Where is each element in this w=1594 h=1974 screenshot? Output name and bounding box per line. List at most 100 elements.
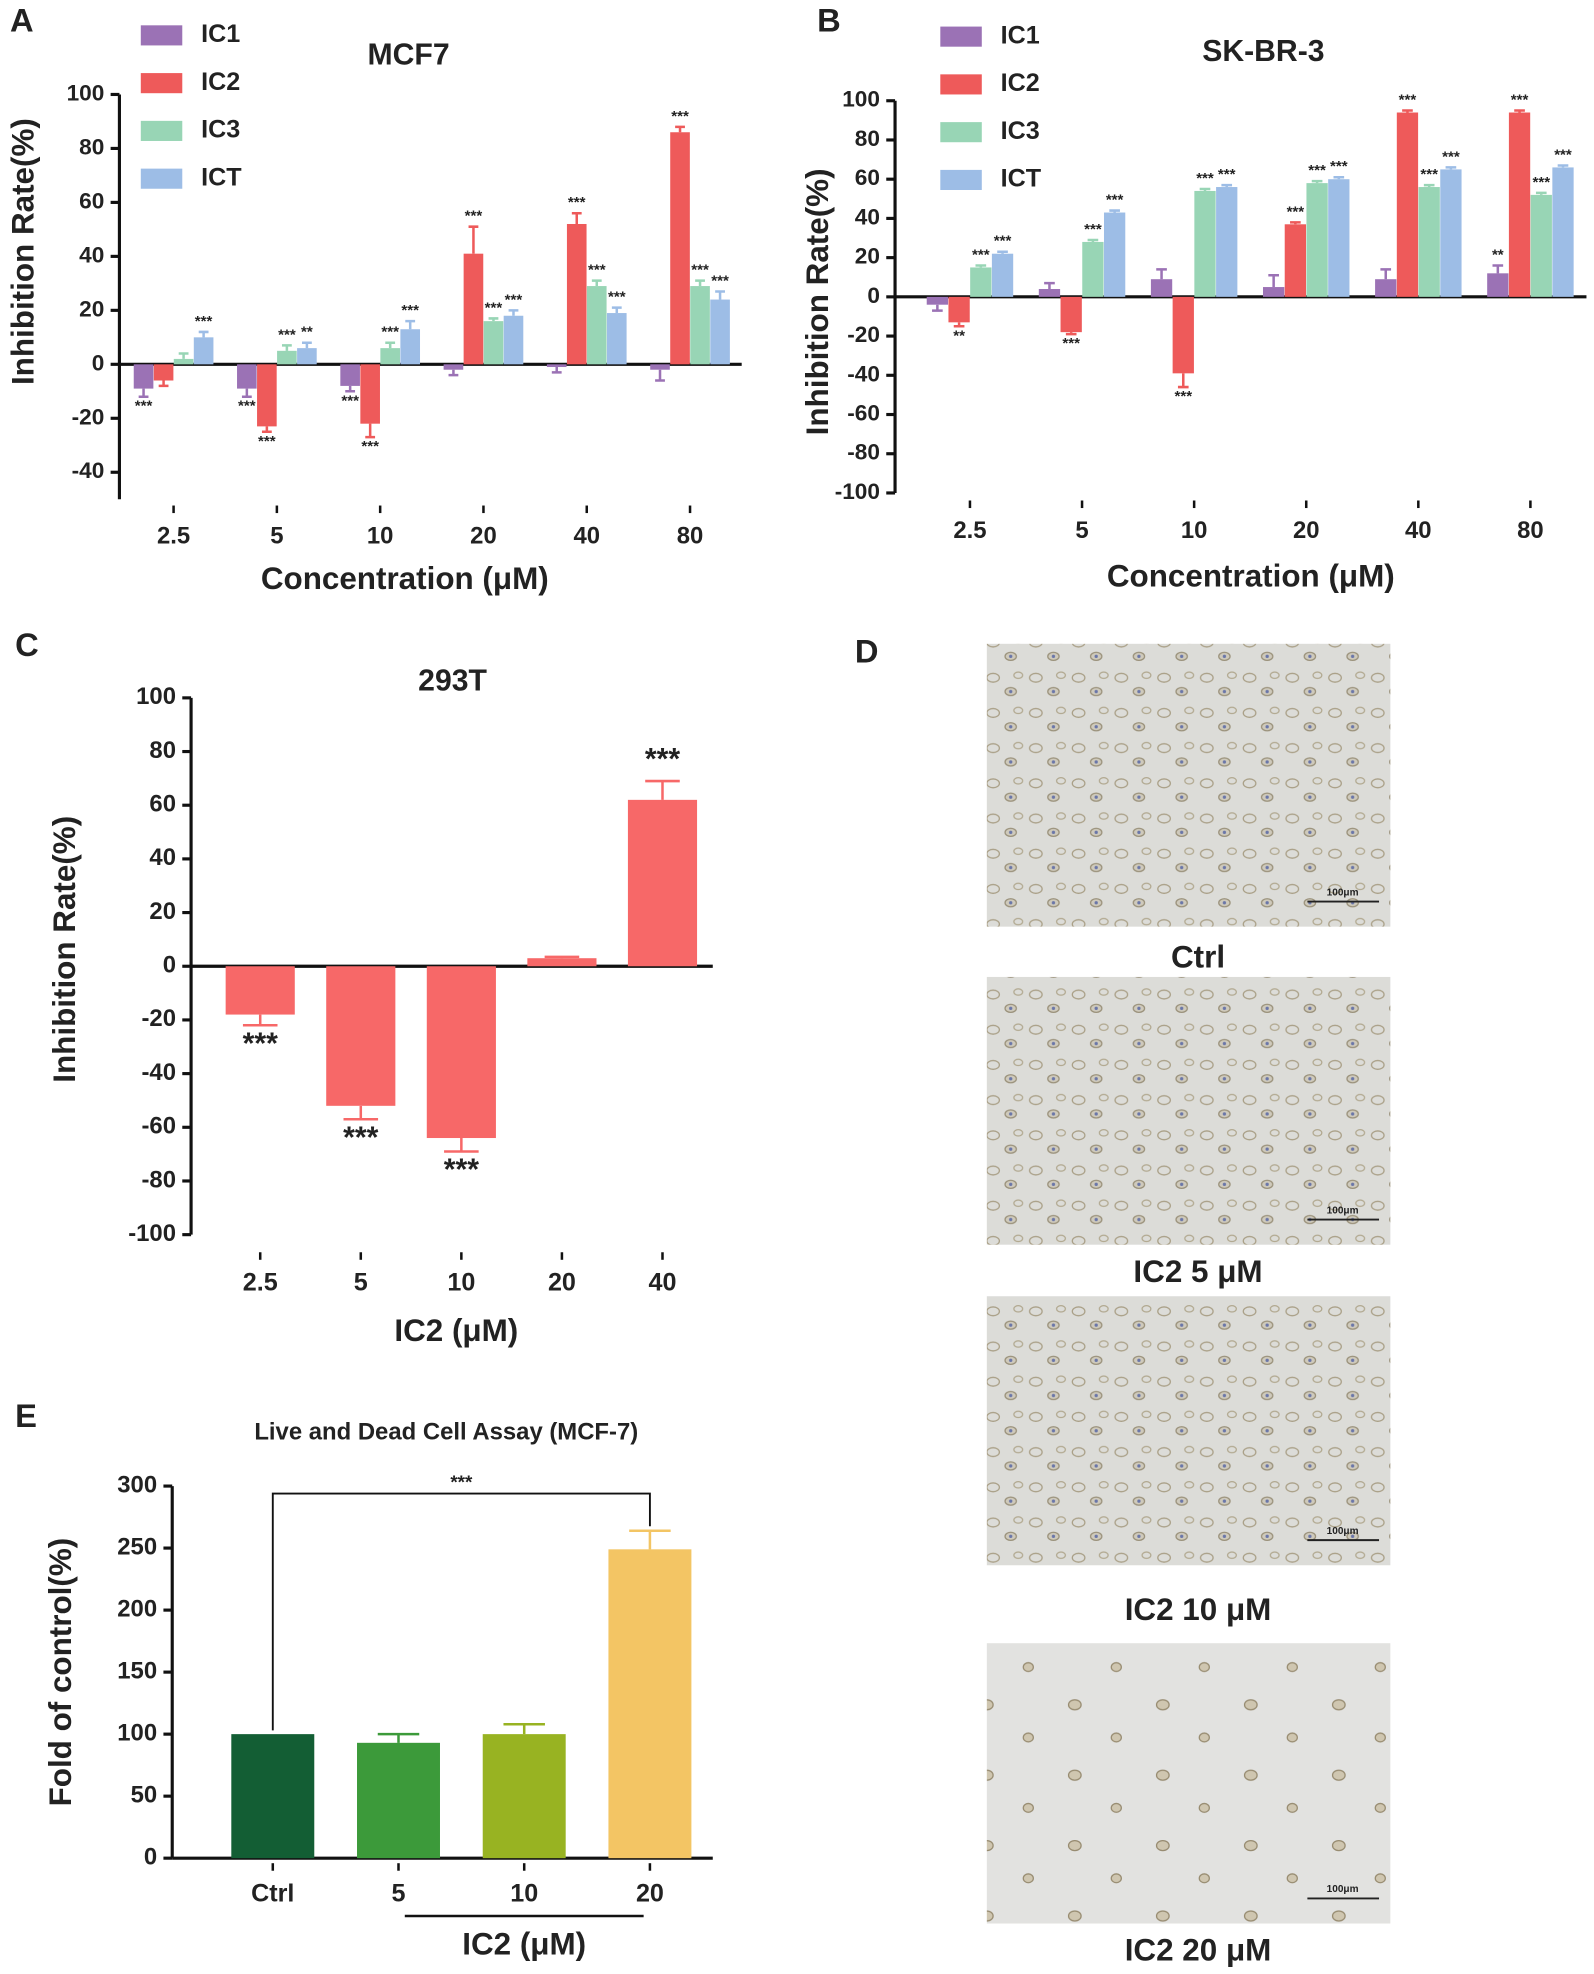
bar: [503, 315, 524, 365]
error-bar: [301, 341, 312, 349]
bar: [690, 286, 710, 365]
y-tick-label: -20: [141, 1005, 176, 1032]
bar: [1508, 112, 1531, 297]
significance-label: ***: [238, 398, 256, 415]
y-tick-label: 20: [79, 296, 104, 321]
bar: [463, 253, 484, 365]
bar: [1306, 183, 1328, 297]
y-axis-title: Inhibition Rate(%): [5, 118, 40, 385]
error-bar: [503, 1722, 545, 1735]
bar: [482, 1734, 566, 1859]
error-bar: [629, 1529, 671, 1550]
significance-label: ***: [711, 272, 729, 289]
bar: [670, 132, 690, 365]
error-bar: [261, 426, 272, 434]
significance-label: ***: [1554, 146, 1572, 163]
error-bar: [444, 1138, 479, 1153]
bar: [1375, 279, 1397, 297]
x-tick-label: 5: [392, 1879, 406, 1907]
x-tick-label: 10: [447, 1268, 475, 1296]
x-tick-label: 2.5: [953, 517, 986, 544]
significance-label: ***: [645, 743, 680, 776]
scale-bar-label: 100μm: [1327, 1526, 1359, 1537]
error-bar: [1402, 109, 1413, 113]
bar: [1487, 273, 1509, 297]
x-tick-label: 20: [1293, 517, 1320, 544]
error-bar: [1109, 209, 1120, 213]
bar: [1103, 212, 1126, 297]
significance-label: ***: [1196, 170, 1214, 187]
y-tick-label: 20: [855, 244, 880, 269]
significance-label: ***: [1511, 91, 1529, 108]
x-tick-label: 2.5: [243, 1268, 278, 1296]
significance-label: ***: [195, 313, 213, 330]
error-bar: [1268, 274, 1279, 288]
chart-title: MCF7: [368, 39, 450, 72]
y-tick-label: 150: [117, 1657, 157, 1684]
error-bar: [345, 385, 356, 393]
significance-label: ***: [1420, 166, 1438, 183]
legend-swatch: [140, 73, 183, 94]
x-tick-label: 20: [548, 1268, 576, 1296]
panel-label: E: [15, 1397, 37, 1434]
error-bar: [1445, 166, 1457, 170]
error-bar: [975, 264, 987, 268]
y-tick-label: 100: [136, 683, 176, 710]
x-tick-label: 40: [649, 1268, 677, 1296]
chart-title: 293T: [418, 665, 487, 698]
y-tick-label: -40: [141, 1059, 176, 1086]
y-tick-label: 40: [79, 242, 104, 267]
error-bar: [242, 1014, 278, 1027]
significance-label: **: [301, 324, 313, 341]
error-bar: [953, 322, 965, 328]
legend-swatch: [940, 169, 982, 190]
bar: [443, 364, 464, 370]
chart-title: Live and Dead Cell Assay (MCF-7): [254, 1419, 638, 1446]
bar: [566, 223, 587, 365]
micrograph: [986, 1643, 1391, 1924]
y-tick-label: 20: [149, 898, 176, 925]
error-bar: [997, 250, 1008, 254]
error-bar: [1333, 175, 1345, 180]
x-group-label: IC2 (μM): [462, 1926, 586, 1961]
bar: [380, 348, 400, 365]
scale-bar-label: 100μm: [1327, 1884, 1359, 1895]
y-tick-label: 60: [79, 188, 104, 213]
legend-label: IC3: [201, 116, 240, 144]
legend-swatch: [940, 74, 982, 95]
error-bar: [178, 352, 189, 359]
error-bar: [468, 225, 479, 254]
y-axis-title: Inhibition Rate(%): [47, 816, 82, 1083]
y-tick-label: 40: [855, 204, 880, 229]
error-bar: [675, 125, 685, 133]
bar: [1396, 112, 1419, 297]
y-axis-title: Inhibition Rate(%): [800, 168, 835, 435]
error-bar: [1535, 191, 1547, 195]
bar: [400, 329, 421, 365]
bar: [546, 364, 567, 368]
significance-label: ***: [1106, 191, 1124, 208]
x-tick-label: 2.5: [157, 522, 190, 549]
error-bar: [385, 341, 396, 349]
bar: [608, 1549, 692, 1859]
bar: [1552, 167, 1574, 297]
y-tick-label: 100: [842, 87, 880, 112]
bar: [297, 348, 317, 365]
error-bar: [508, 309, 519, 316]
significance-label: ***: [485, 299, 503, 316]
bar: [1172, 296, 1194, 374]
significance-label: **: [1492, 246, 1504, 263]
x-axis-title: Concentration (μM): [261, 561, 549, 596]
significance-label: ***: [1084, 221, 1102, 238]
image-caption: IC2 10 μM: [1125, 1592, 1272, 1627]
bar: [527, 958, 597, 967]
y-tick-label: 40: [149, 844, 176, 871]
y-tick-label: -20: [847, 322, 880, 347]
significance-label: ***: [994, 233, 1012, 250]
bar: [257, 364, 277, 427]
significance-label: ***: [401, 302, 419, 319]
bar: [340, 364, 360, 386]
significance-label: ***: [444, 1154, 479, 1187]
legend-label: IC3: [1001, 117, 1040, 145]
y-tick-label: -100: [835, 479, 880, 504]
